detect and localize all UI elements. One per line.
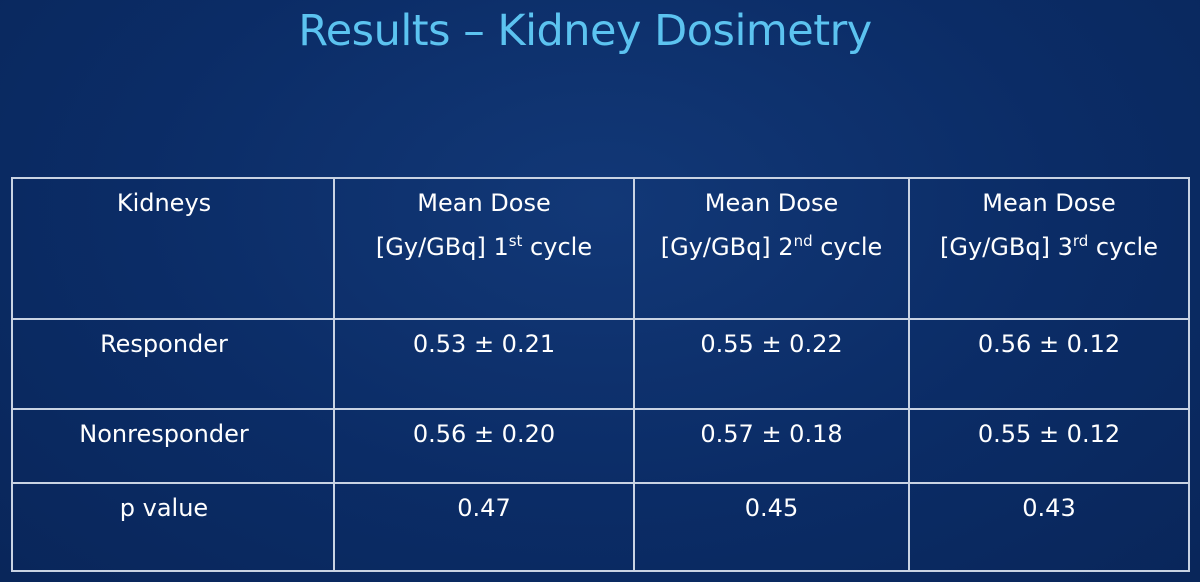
corner-cell: Kidneys: [11, 177, 335, 320]
table-cell: 0.56 ± 0.12: [908, 318, 1190, 410]
table-cell: 0.57 ± 0.18: [633, 408, 910, 484]
column-header-unit: [Gy/GBq] 1st cycle: [375, 232, 593, 261]
column-header-unit: [Gy/GBq] 3rd cycle: [940, 232, 1158, 261]
table-cell: 0.55 ± 0.22: [633, 318, 910, 410]
slide-title: Results – Kidney Dosimetry: [298, 6, 872, 56]
table-row-nonresponder: Nonresponder 0.56 ± 0.20 0.57 ± 0.18 0.5…: [11, 408, 1190, 484]
column-header-title: Mean Dose: [982, 189, 1116, 217]
dosimetry-table: Kidneys Mean Dose [Gy/GBq] 1st cycle Mea…: [11, 177, 1190, 572]
row-label: Responder: [11, 318, 335, 410]
corner-label: Kidneys: [116, 189, 212, 217]
table-row-p-value: p value 0.47 0.45 0.43: [11, 482, 1190, 572]
table-cell: 0.55 ± 0.12: [908, 408, 1190, 484]
column-header-title: Mean Dose: [704, 189, 839, 217]
column-header-3: Mean Dose [Gy/GBq] 3rd cycle: [908, 177, 1190, 320]
table-cell: 0.43: [908, 482, 1190, 572]
column-header-title: Mean Dose: [417, 189, 551, 217]
column-header-1: Mean Dose [Gy/GBq] 1st cycle: [333, 177, 635, 320]
table-cell: 0.53 ± 0.21: [333, 318, 635, 410]
row-label: p value: [11, 482, 335, 572]
row-label: Nonresponder: [11, 408, 335, 484]
header-row: Kidneys Mean Dose [Gy/GBq] 1st cycle Mea…: [11, 177, 1190, 320]
column-header-2: Mean Dose [Gy/GBq] 2nd cycle: [633, 177, 910, 320]
table-cell: 0.45: [633, 482, 910, 572]
column-header-unit: [Gy/GBq] 2nd cycle: [660, 232, 883, 261]
table-row-responder: Responder 0.53 ± 0.21 0.55 ± 0.22 0.56 ±…: [11, 318, 1190, 410]
table-cell: 0.56 ± 0.20: [333, 408, 635, 484]
table-cell: 0.47: [333, 482, 635, 572]
